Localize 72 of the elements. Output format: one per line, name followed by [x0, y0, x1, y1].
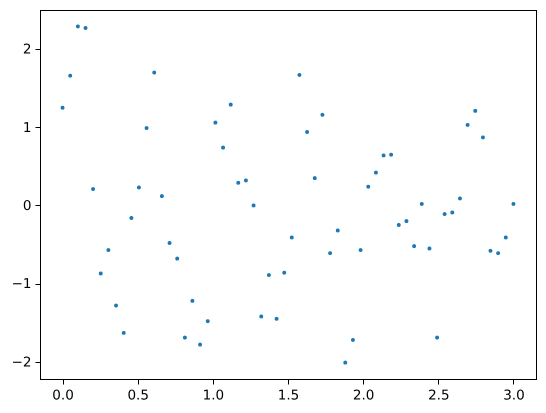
point — [228, 102, 233, 107]
point — [221, 146, 226, 150]
point — [473, 108, 478, 113]
point — [481, 136, 485, 140]
point — [282, 270, 286, 275]
point — [420, 202, 424, 206]
point — [412, 244, 416, 248]
point — [122, 330, 126, 335]
point — [244, 178, 248, 182]
point — [496, 251, 500, 256]
point — [328, 251, 332, 256]
point — [160, 194, 164, 198]
point — [442, 212, 447, 216]
point — [175, 256, 180, 261]
point — [336, 228, 340, 232]
x-tick-label: 1.5 — [278, 388, 300, 404]
x-tick-label: 2.0 — [352, 388, 374, 404]
point — [129, 216, 134, 220]
point — [512, 202, 516, 206]
point — [198, 342, 202, 347]
point — [343, 360, 348, 365]
y-tick-label: 2 — [22, 42, 32, 58]
point — [290, 236, 294, 240]
point — [320, 112, 324, 117]
point — [213, 120, 218, 125]
point — [458, 196, 462, 200]
point — [358, 248, 363, 252]
point — [435, 336, 440, 340]
point — [466, 122, 470, 127]
point — [350, 338, 355, 342]
point — [206, 319, 210, 324]
point — [389, 152, 394, 157]
point — [396, 223, 401, 227]
point — [312, 176, 317, 180]
point — [91, 187, 95, 191]
point — [98, 272, 103, 276]
y-tick-label: 1 — [22, 120, 32, 136]
point — [404, 219, 408, 224]
point — [114, 304, 118, 308]
point — [305, 130, 310, 134]
point — [190, 298, 194, 303]
point — [236, 180, 240, 185]
y-tick-label: −2 — [12, 354, 32, 370]
point — [504, 236, 508, 240]
point — [428, 246, 432, 250]
x-tick-label: 0.0 — [52, 388, 74, 404]
point — [144, 126, 148, 130]
point — [488, 248, 492, 253]
point — [382, 153, 386, 158]
point — [84, 26, 88, 30]
point — [450, 210, 454, 214]
point — [297, 72, 302, 77]
x-tick-label: 3.0 — [503, 388, 525, 404]
point — [68, 74, 72, 78]
y-tick-label: −1 — [12, 276, 32, 292]
x-tick-label: 1.0 — [202, 388, 224, 404]
x-tick-label: 2.5 — [428, 388, 450, 404]
y-tick-label: 0 — [22, 198, 32, 214]
point — [106, 248, 110, 252]
point — [259, 314, 264, 318]
point — [266, 273, 271, 277]
point — [60, 106, 64, 110]
point — [152, 70, 156, 74]
point — [136, 186, 141, 190]
x-tick-label: 0.5 — [127, 388, 149, 404]
point — [76, 24, 80, 28]
point — [168, 241, 172, 245]
point — [374, 170, 378, 175]
point — [274, 316, 279, 321]
point — [182, 336, 187, 340]
point — [252, 204, 256, 208]
point — [366, 184, 370, 189]
